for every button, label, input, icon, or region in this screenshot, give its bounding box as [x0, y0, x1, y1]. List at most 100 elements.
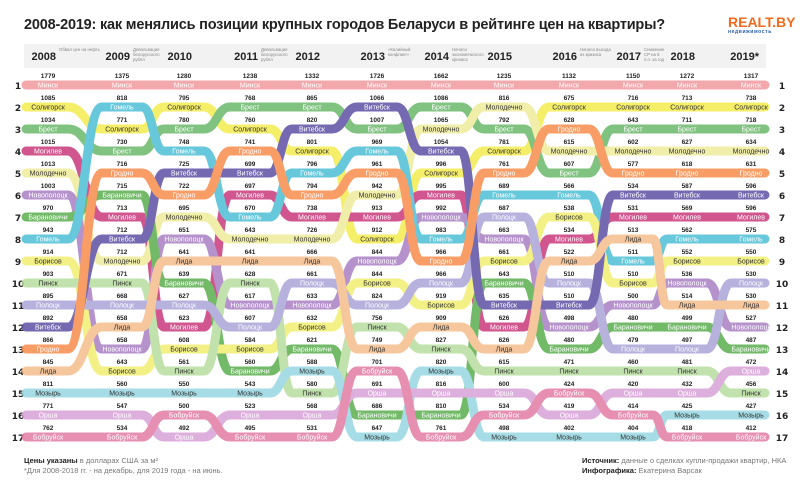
city-label: Барановичи: [731, 347, 770, 354]
price-value: 487: [746, 337, 757, 344]
price-value: 472: [746, 359, 757, 366]
city-label: Бобруйск: [736, 434, 767, 442]
city-label: Пинск: [431, 347, 451, 354]
price-value: 621: [307, 337, 318, 344]
city-label: Солигорск: [670, 105, 704, 112]
price-value: 792: [499, 117, 510, 124]
price-value: 1086: [434, 95, 449, 102]
city-label: Солигорск: [734, 105, 768, 112]
price-value: 943: [43, 227, 54, 234]
price-value: 711: [682, 117, 693, 124]
rank-number-left: 15: [12, 390, 25, 400]
city-label: Могилев: [619, 215, 647, 222]
city-label: Могилев: [236, 193, 264, 200]
price-value: 912: [372, 227, 383, 234]
city-label: Борисов: [236, 347, 264, 354]
rank-number-left: 8: [15, 236, 21, 246]
year-note: Начало выхода из кризиса: [580, 47, 611, 57]
city-label: Полоцк: [675, 347, 700, 354]
rank-number-left: 11: [12, 302, 25, 312]
city-label: Минск: [112, 83, 133, 90]
price-value: 970: [43, 205, 54, 212]
year-label: 2013: [361, 51, 385, 63]
realt-logo[interactable]: REALT.BY недвижимость: [728, 15, 795, 35]
city-label: Могилев: [34, 149, 62, 156]
price-value: 795: [179, 95, 190, 102]
price-value: 1375: [115, 73, 130, 80]
rank-number-right: 2: [779, 104, 785, 114]
city-label: Молодечно: [486, 105, 523, 112]
city-label: Полоцк: [492, 215, 517, 222]
city-label: Мозырь: [556, 435, 582, 442]
city-label: Мозырь: [237, 391, 263, 398]
city-label: Орша: [303, 413, 322, 420]
city-label: Борисов: [363, 281, 391, 288]
price-value: 738: [307, 205, 318, 212]
rank-number-left: 14: [12, 368, 25, 378]
logo-name: REALT.BY: [728, 14, 796, 30]
infographic-text: Екатерина Варсак: [636, 466, 702, 475]
city-label: Лида: [561, 259, 578, 266]
price-value: 641: [245, 249, 256, 256]
city-label: Орша: [624, 391, 643, 398]
price-value: 412: [746, 425, 757, 432]
city-label: Витебск: [109, 236, 136, 244]
city-label: Витебск: [364, 104, 391, 112]
city-label: Бобруйск: [672, 434, 703, 442]
price-value: 1015: [41, 139, 56, 146]
year-label: 2010: [168, 51, 192, 63]
price-value: 1280: [177, 73, 192, 80]
rank-number-left: 13: [12, 346, 25, 356]
city-label: Полоцк: [238, 325, 263, 332]
city-label: Минск: [174, 83, 195, 90]
price-value: 534: [628, 183, 639, 190]
price-value: 675: [564, 95, 575, 102]
price-value: 996: [436, 161, 447, 168]
city-label: Борисов: [34, 259, 62, 266]
price-value: 514: [682, 293, 693, 300]
city-label: Барановичи: [613, 325, 652, 332]
price-value: 547: [117, 403, 128, 410]
price-value: 801: [307, 139, 318, 146]
price-value: 844: [372, 249, 383, 256]
price-value: 1065: [434, 117, 449, 124]
price-value: 689: [499, 183, 510, 190]
price-value: 607: [564, 161, 575, 168]
price-value: 418: [682, 425, 693, 432]
city-label: Орша: [495, 391, 514, 398]
city-label: Брест: [174, 127, 194, 134]
city-label: Барановичи: [164, 281, 203, 288]
price-value: 761: [436, 425, 447, 432]
price-value: 587: [682, 183, 693, 190]
city-label: Мозырь: [738, 413, 764, 420]
price-value: 615: [564, 139, 575, 146]
price-value: 608: [179, 337, 190, 344]
city-label: Орша: [241, 413, 260, 420]
price-value: 588: [307, 359, 318, 366]
city-label: Лида: [743, 303, 760, 310]
price-value: 1779: [41, 73, 56, 80]
price-value: 658: [117, 315, 128, 322]
price-value: 575: [746, 227, 757, 234]
rank-number-right: 7: [779, 214, 785, 224]
city-label: Мозырь: [674, 413, 700, 420]
rank-number-right: 5: [779, 170, 785, 180]
city-label: Солигорск: [105, 127, 139, 134]
price-value: 844: [372, 271, 383, 278]
price-value: 615: [499, 359, 510, 366]
city-label: Могилев: [737, 215, 765, 222]
price-value: 530: [746, 271, 757, 278]
price-value: 481: [682, 359, 693, 366]
price-value: 992: [436, 205, 447, 212]
city-label: Пинск: [240, 281, 260, 288]
price-value: 627: [179, 293, 190, 300]
city-label: Бобруйск: [554, 390, 585, 398]
city-label: Бобруйск: [33, 434, 64, 442]
price-value: 617: [245, 293, 256, 300]
city-label: Пинск: [302, 391, 322, 398]
city-label: Лида: [114, 325, 131, 332]
price-value: 995: [436, 183, 447, 190]
city-line: [21, 278, 770, 398]
city-label: Пинск: [38, 281, 58, 288]
price-value: 432: [682, 381, 693, 388]
